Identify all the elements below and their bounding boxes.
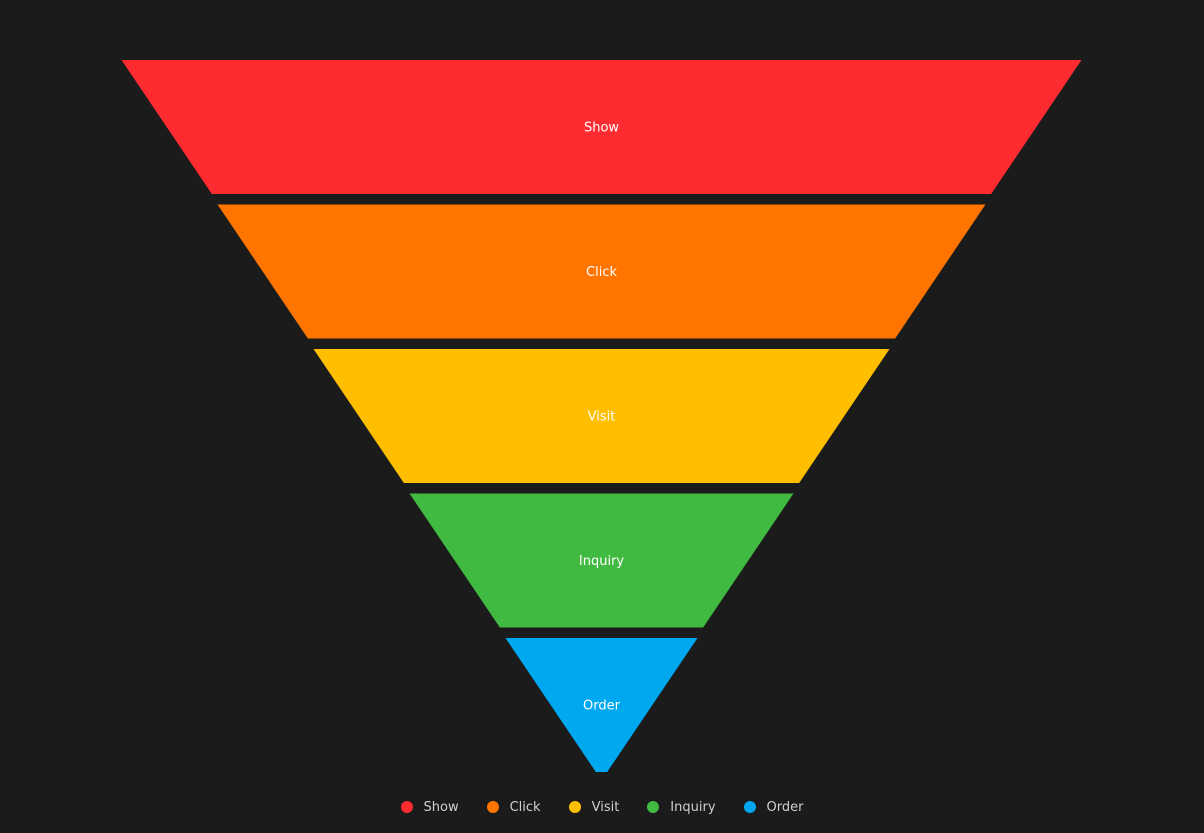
legend-marker-show xyxy=(400,801,413,813)
legend: Show Click Visit Inquiry Order xyxy=(0,795,1204,819)
legend-marker-order xyxy=(743,801,756,813)
funnel-label-show: Show xyxy=(584,121,619,136)
legend-marker-visit xyxy=(568,801,581,813)
funnel-segment-visit[interactable] xyxy=(313,349,890,483)
legend-marker-inquiry xyxy=(647,801,660,813)
funnel-label-visit: Visit xyxy=(588,410,616,425)
funnel-label-order: Order xyxy=(583,699,621,714)
legend-item-order[interactable]: Order xyxy=(743,799,804,815)
legend-marker-click xyxy=(486,801,499,813)
legend-label-show: Show xyxy=(423,799,459,815)
funnel-segment-click[interactable] xyxy=(217,204,986,339)
funnel-segment-inquiry[interactable] xyxy=(409,493,794,628)
legend-label-visit: Visit xyxy=(591,799,620,815)
legend-item-visit[interactable]: Visit xyxy=(568,799,620,815)
legend-item-inquiry[interactable]: Inquiry xyxy=(647,799,716,815)
legend-label-inquiry: Inquiry xyxy=(670,799,716,815)
funnel-segment-order[interactable] xyxy=(505,638,698,772)
funnel-segment-show[interactable] xyxy=(121,60,1082,194)
legend-label-order: Order xyxy=(766,799,804,815)
funnel-label-click: Click xyxy=(586,265,617,280)
legend-item-show[interactable]: Show xyxy=(400,799,459,815)
legend-label-click: Click xyxy=(509,799,541,815)
legend-item-click[interactable]: Click xyxy=(486,799,541,815)
funnel-label-inquiry: Inquiry xyxy=(579,554,625,569)
